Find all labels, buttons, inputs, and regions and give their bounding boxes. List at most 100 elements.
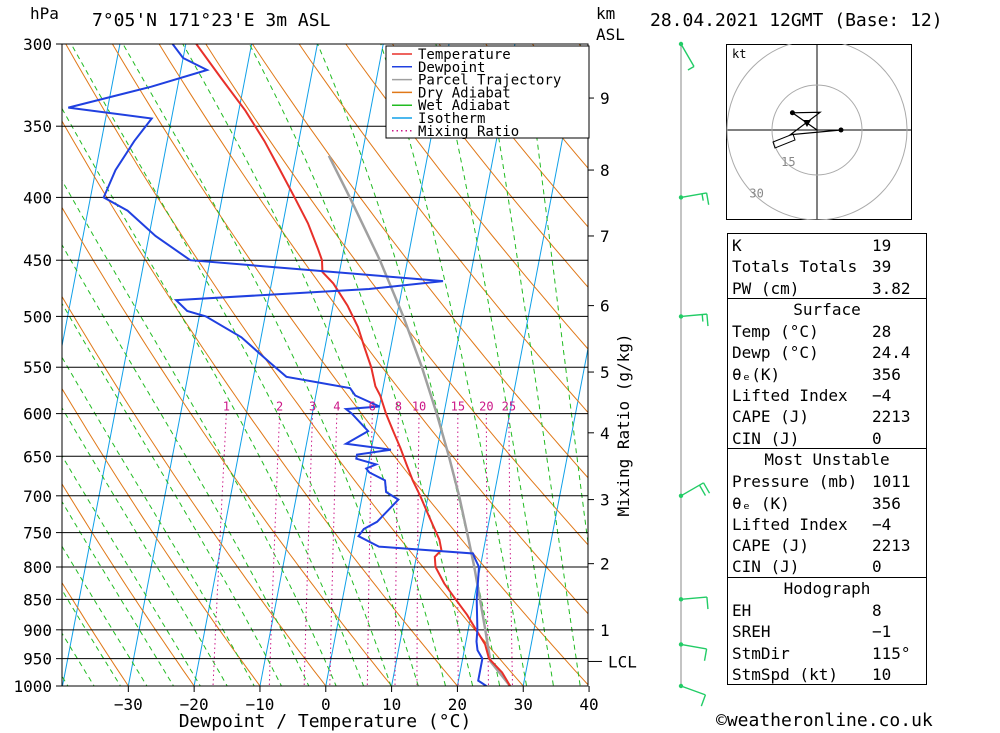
wet-adiabat-line — [62, 675, 69, 686]
mixing-ratio-line — [457, 413, 459, 686]
index-label: EH — [732, 601, 752, 621]
index-value: 0 — [872, 557, 882, 577]
mixing-ratio-line — [268, 413, 281, 686]
dewpoint-line — [68, 44, 487, 686]
credit-text: ©weatheronline.co.uk — [716, 710, 933, 731]
index-row: CIN (J) 0 — [728, 555, 926, 576]
hodo-ring-label: 15 — [781, 155, 795, 169]
indices-panel: K 19 Totals Totals 39 PW (cm) 3.82 Surface Te… — [727, 233, 927, 686]
wet-adiabat-line — [248, 44, 474, 686]
wind-barb-dot — [678, 195, 684, 200]
hodo-title: Hodograph — [783, 578, 871, 598]
isotherm-line — [259, 44, 384, 686]
isotherm-line — [391, 44, 516, 686]
unstable-section: Most Unstable Pressure (mb) 1011 θₑ (K) 356… — [728, 447, 926, 577]
index-label: CAPE (J) — [732, 407, 810, 427]
location-title: 7°05'N 171°23'E 3m ASL — [92, 10, 331, 31]
wet-adiabat-line — [62, 356, 255, 686]
wind-barb — [678, 683, 707, 707]
index-row: Temp (°C) 28 — [728, 320, 926, 341]
index-label: Pressure (mb) — [732, 472, 858, 492]
km-tick-label: 8 — [600, 161, 610, 180]
km-unit: km — [596, 4, 616, 23]
index-label: PW (cm) — [732, 278, 800, 298]
index-value: 10 — [872, 664, 892, 684]
index-value: 115° — [872, 643, 911, 663]
mixing-ratio-label: 8 — [395, 400, 402, 414]
dry-adiabat-line — [62, 206, 393, 686]
index-label: SREH — [732, 622, 771, 642]
hodo-ring-label: 45 — [726, 218, 732, 220]
index-value: 8 — [872, 601, 882, 621]
index-label: CAPE (J) — [732, 536, 810, 556]
wet-adiabat-line — [380, 44, 528, 686]
isotherm-line — [127, 44, 253, 686]
index-row: Dewp (°C) 24.4 — [728, 341, 926, 362]
wet-adiabat-line — [122, 44, 419, 686]
hodograph: 15 30 45 kt — [726, 44, 912, 220]
storm-motion-marker — [803, 120, 811, 127]
general-indices: K 19 Totals Totals 39 PW (cm) 3.82 — [728, 234, 926, 298]
wind-barb — [678, 313, 709, 327]
surface-title: Surface — [793, 299, 861, 319]
index-label: StmDir — [732, 643, 790, 663]
hodo-indices: EH 8 SREH −1 StmDir 115° StmSpd (kt) 10 — [728, 599, 926, 684]
legend-label: Isotherm — [418, 111, 485, 127]
lcl-label: LCL — [608, 652, 637, 671]
index-row: CAPE (J) 2213 — [728, 405, 926, 426]
plot-area — [62, 44, 588, 686]
index-value: 24.4 — [872, 343, 911, 363]
index-row: Lifted Index −4 — [728, 384, 926, 405]
wet-adiabat-line — [62, 243, 310, 686]
wet-adiabat-line — [435, 44, 555, 686]
km-tick-label: 5 — [600, 363, 610, 382]
dry-adiabat-line — [438, 44, 588, 228]
isotherm-line — [62, 44, 187, 686]
index-row: StmSpd (kt) 10 — [728, 663, 926, 684]
index-label: StmSpd (kt) — [732, 664, 838, 684]
pressure-tick-label: 700 — [23, 487, 52, 506]
index-label: Totals Totals — [732, 257, 858, 277]
index-row: Lifted Index −4 — [728, 513, 926, 534]
mixing-ratio-label: 3 — [309, 400, 316, 414]
index-value: 19 — [872, 236, 892, 255]
mixing-ratio-line — [212, 413, 227, 686]
wet-adiabat-line — [62, 500, 175, 686]
index-row: Totals Totals 39 — [728, 255, 926, 276]
pressure-tick-label: 1000 — [13, 677, 52, 696]
index-value: 356 — [872, 493, 901, 513]
index-value: −4 — [872, 514, 892, 534]
temp-tick-label: −20 — [180, 695, 209, 714]
hodo-ring — [726, 44, 908, 220]
pressure-tick-label: 500 — [23, 307, 52, 326]
index-label: Temp (°C) — [732, 322, 819, 342]
mixing-ratio-line — [485, 413, 490, 686]
index-row: θₑ (K) 356 — [728, 492, 926, 513]
wet-adiabat-line — [62, 302, 282, 686]
index-label: K — [732, 236, 742, 255]
index-row: K 19 — [728, 234, 926, 255]
wet-adiabat-line — [62, 545, 148, 686]
wind-barb — [678, 642, 708, 661]
temp-tick-label: 30 — [514, 695, 533, 714]
wind-barb-dot — [678, 41, 684, 47]
mixing-ratio-line — [329, 413, 338, 686]
index-value: 3.82 — [872, 278, 911, 298]
index-value: −1 — [872, 622, 892, 642]
index-value: −4 — [872, 386, 892, 406]
pressure-tick-label: 850 — [23, 590, 52, 609]
legend-label: Mixing Ratio — [418, 124, 519, 140]
temp-tick-label: 40 — [579, 695, 598, 714]
pressure-tick-label: 750 — [23, 524, 52, 543]
wind-barb — [678, 482, 711, 499]
mixing-ratio-label: 10 — [412, 400, 426, 414]
dry-adiabat-line — [62, 483, 195, 686]
datetime-title: 28.04.2021 12GMT (Base: 12) — [650, 10, 943, 31]
wet-adiabat-line — [70, 44, 392, 686]
index-row: PW (cm) 3.82 — [728, 277, 926, 298]
dry-adiabat-line — [62, 295, 327, 686]
mixing-ratio-axis-title: Mixing Ratio (g/kg) — [614, 333, 633, 516]
index-label: Lifted Index — [732, 514, 848, 534]
legend-label: Dry Adiabat — [418, 85, 511, 101]
pressure-tick-label: 300 — [23, 35, 52, 54]
